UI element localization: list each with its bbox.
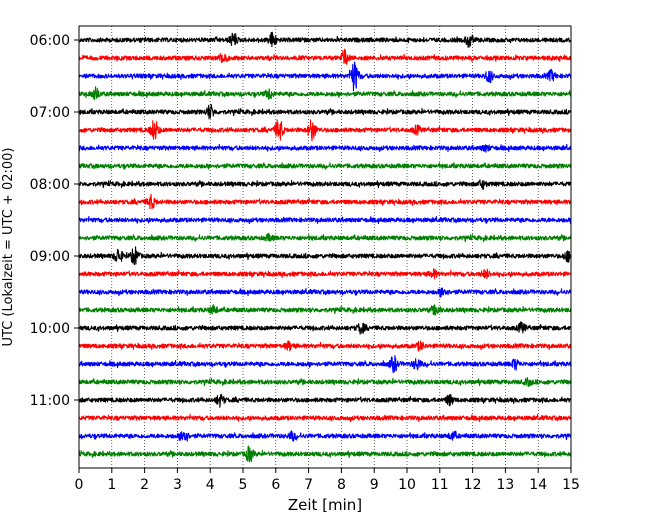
x-tick-label: 6 xyxy=(271,477,280,493)
x-tick-label: 9 xyxy=(370,477,379,493)
trace-0900 xyxy=(78,246,572,266)
trace-0645 xyxy=(78,86,572,101)
trace-0930 xyxy=(78,287,572,298)
plot-frame xyxy=(78,25,572,469)
trace-1045 xyxy=(78,377,572,388)
trace-1115 xyxy=(78,413,572,423)
x-tick-label: 3 xyxy=(173,477,182,493)
x-tick-label: 14 xyxy=(529,477,547,493)
trace-0630 xyxy=(78,61,572,92)
trace-0715 xyxy=(78,119,572,142)
trace-1100 xyxy=(78,393,572,408)
x-tick-label: 5 xyxy=(239,477,248,493)
trace-0830 xyxy=(78,215,572,225)
trace-0845 xyxy=(78,232,572,243)
trace-group xyxy=(78,31,572,463)
x-tick-label: 1 xyxy=(107,477,116,493)
y-tick-label: 07:00 xyxy=(30,105,70,121)
trace-0745 xyxy=(78,162,572,170)
y-tick-label: 08:00 xyxy=(30,177,70,193)
x-tick-label: 0 xyxy=(75,477,84,493)
trace-0800 xyxy=(78,179,572,190)
trace-1145 xyxy=(78,445,572,463)
y-tick-label: 10:00 xyxy=(30,321,70,337)
y-tick-label: 11:00 xyxy=(30,393,70,409)
trace-0945 xyxy=(78,304,572,316)
x-axis-title: Zeit [min] xyxy=(288,496,362,514)
trace-1015 xyxy=(78,340,572,352)
x-tick-label: 7 xyxy=(304,477,313,493)
x-tick-label: 12 xyxy=(464,477,482,493)
x-tick-label: 11 xyxy=(431,477,449,493)
x-axis: 0 1 2 3 4 5 6 7 8 9 10 11 12 13 14 15 xyxy=(75,468,580,493)
trace-1030 xyxy=(78,354,572,374)
y-tick-label: 06:00 xyxy=(30,33,70,49)
x-tick-label: 15 xyxy=(562,477,580,493)
trace-1130 xyxy=(78,430,572,442)
x-tick-label: 13 xyxy=(496,477,514,493)
y-axis-title: UTC (Lokalzeit = UTC + 02:00) xyxy=(1,148,16,347)
trace-0915 xyxy=(78,268,572,280)
x-tick-label: 2 xyxy=(140,477,149,493)
y-axis: 06:00 07:00 08:00 09:00 10:00 11:00 xyxy=(30,33,79,409)
x-tick-label: 4 xyxy=(206,477,215,493)
trace-0615 xyxy=(78,48,572,65)
trace-0815 xyxy=(78,193,572,210)
y-tick-label: 09:00 xyxy=(30,249,70,265)
trace-1000 xyxy=(78,321,572,335)
trace-0700 xyxy=(78,103,572,120)
trace-0600 xyxy=(78,31,572,48)
x-tick-label: 8 xyxy=(337,477,346,493)
x-tick-label: 10 xyxy=(398,477,416,493)
trace-0730 xyxy=(78,143,572,153)
